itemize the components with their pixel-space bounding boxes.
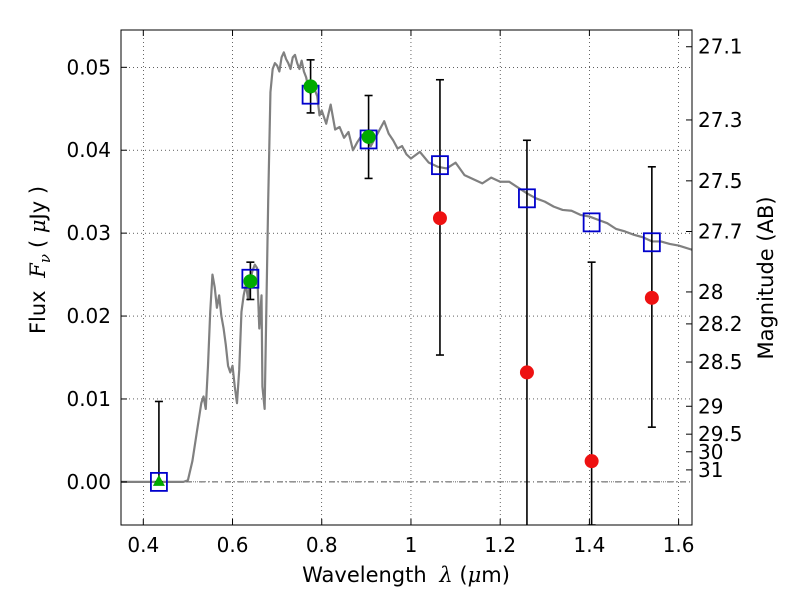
model-band-point xyxy=(582,212,601,233)
x-tick-label: 0.4 xyxy=(127,533,159,557)
data-markers xyxy=(150,79,661,492)
detection-point xyxy=(361,129,376,144)
model-band-point xyxy=(431,155,449,176)
y-axis-label: Flux Fν( μJy ) xyxy=(26,186,54,334)
low-sn-point xyxy=(644,290,659,305)
y-tick-label: 0.03 xyxy=(66,221,111,245)
model-band-point xyxy=(150,471,168,492)
x-tick-label: 1.2 xyxy=(484,533,516,557)
low-sn-point xyxy=(432,211,447,226)
x-tick-label: 0.8 xyxy=(306,533,338,557)
low-sn-point xyxy=(519,365,534,380)
y-tick-label: 0.04 xyxy=(66,138,111,162)
model-band-point xyxy=(518,188,536,209)
y2-axis-label: Magnitude (AB) xyxy=(754,196,778,359)
y-tick-label: 0.00 xyxy=(66,470,111,494)
x-tick-label: 1 xyxy=(405,533,418,557)
x-axis-label: Wavelength λ (μm) xyxy=(302,563,510,587)
y2-tick-label: 31 xyxy=(698,458,723,482)
y2-tick-label: 29 xyxy=(698,394,723,418)
grid-lines xyxy=(121,30,692,525)
y2-tick-label: 28.5 xyxy=(698,350,743,374)
y2-tick-label: 27.1 xyxy=(698,35,743,59)
y-tick-label: 0.01 xyxy=(66,387,111,411)
y2-tick-label: 29.5 xyxy=(698,422,743,446)
detection-point xyxy=(243,274,258,289)
y2-tick-label: 28.2 xyxy=(698,312,743,336)
axis-ticks: 0.4 0.6 0.8 1 1.2 1.4 1.6 0.00 0.01 0.02 0.03 0.04 0… xyxy=(66,30,743,557)
y2-tick-label: 30 xyxy=(698,440,723,464)
plot-frame xyxy=(120,29,693,526)
low-sn-point xyxy=(584,454,599,469)
x-tick-label: 0.6 xyxy=(217,533,249,557)
x-tick-label: 1.4 xyxy=(573,533,605,557)
y2-tick-label: 27.3 xyxy=(698,108,743,132)
x-tick-label: 1.6 xyxy=(663,533,695,557)
model-band-point xyxy=(642,232,661,253)
y2-tick-label: 28 xyxy=(698,280,723,304)
y-tick-label: 0.02 xyxy=(66,304,111,328)
y-tick-label: 0.05 xyxy=(66,55,111,79)
y2-tick-label: 27.5 xyxy=(698,169,743,193)
y2-tick-label: 27.7 xyxy=(698,219,743,243)
detection-point xyxy=(303,79,318,94)
upper-limit-triangle xyxy=(152,474,165,486)
